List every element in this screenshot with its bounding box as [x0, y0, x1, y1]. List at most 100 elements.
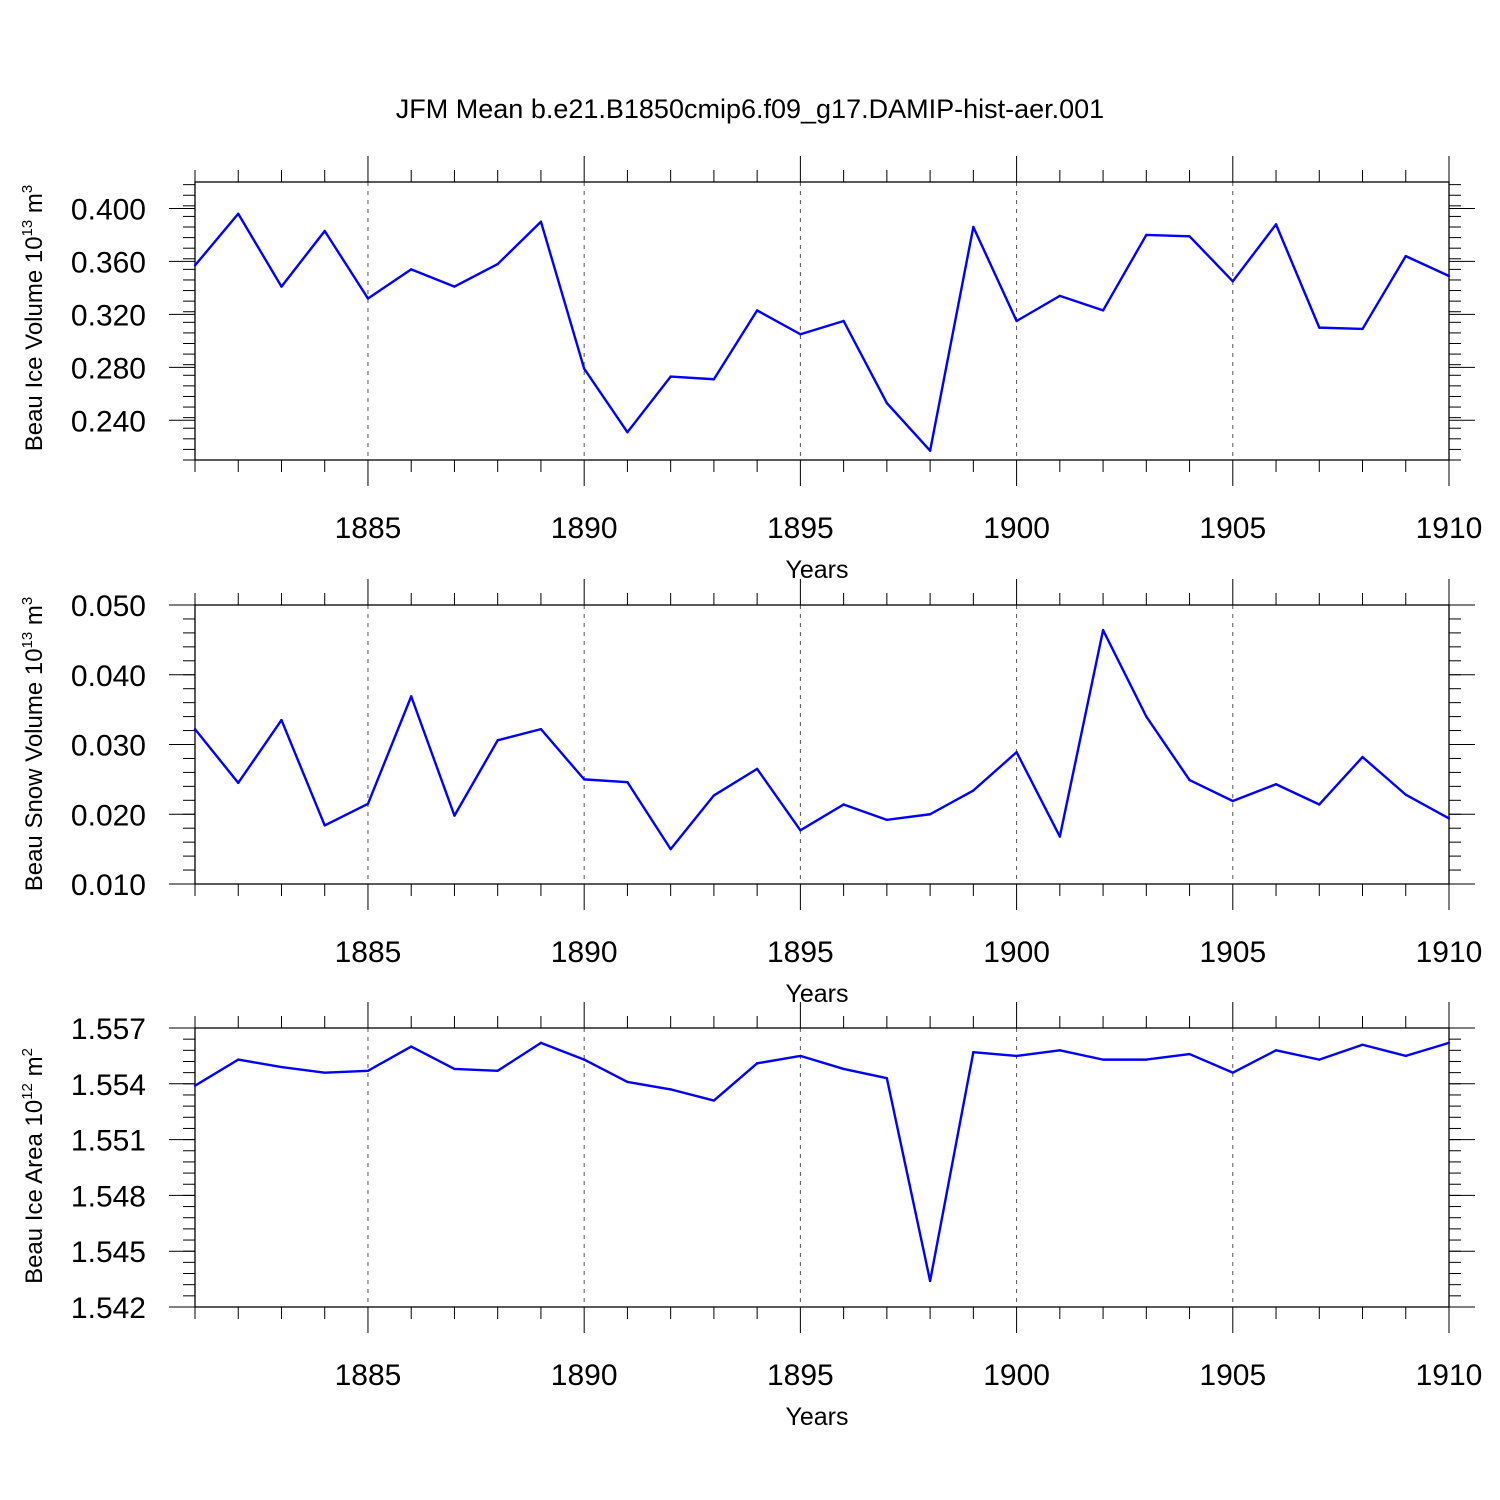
y-tick-label: 0.280	[71, 352, 146, 385]
data-point-ice-area-1889	[539, 1041, 543, 1045]
y-tick-label: 0.320	[71, 299, 146, 332]
data-point-snow-volume-1905	[1231, 799, 1234, 803]
y-axis-label-superscript: 13	[19, 220, 36, 237]
data-point-ice-volume-1895	[799, 333, 802, 336]
y-tick-label: 0.400	[71, 193, 146, 226]
data-point-ice-area-1891	[626, 1080, 629, 1084]
data-point-snow-volume-1906	[1274, 783, 1278, 786]
data-point-ice-area-1885	[366, 1069, 370, 1072]
data-point-ice-area-1886	[410, 1045, 413, 1048]
y-axis-label-superscript: 3	[19, 185, 36, 193]
data-point-snow-volume-1898	[928, 813, 932, 816]
y-axis-label-superscript: 3	[19, 597, 36, 605]
data-point-snow-volume-1896	[842, 803, 845, 806]
x-tick-label: 1910	[1416, 936, 1483, 969]
y-axis-label-superscript: 13	[19, 632, 36, 649]
data-point-ice-area-1881	[193, 1084, 197, 1087]
data-point-ice-area-1898	[928, 1279, 932, 1283]
data-point-snow-volume-1907	[1318, 803, 1321, 806]
data-point-snow-volume-1897	[885, 818, 889, 822]
y-tick-label: 0.040	[71, 660, 146, 693]
data-point-ice-volume-1892	[669, 375, 672, 378]
data-point-ice-volume-1896	[842, 319, 845, 323]
y-tick-label: 0.240	[71, 405, 146, 438]
data-point-snow-volume-1889	[539, 727, 543, 731]
y-axis-label-text: m	[21, 605, 48, 632]
series-line-ice-volume	[194, 212, 1450, 452]
data-point-snow-volume-1881	[193, 727, 197, 731]
chart-title: JFM Mean b.e21.B1850cmip6.f09_g17.DAMIP-…	[396, 94, 1104, 124]
y-tick-label: 1.554	[71, 1069, 146, 1102]
x-tick-label: 1890	[551, 512, 618, 545]
data-point-ice-area-1895	[799, 1054, 802, 1058]
data-point-ice-volume-1894	[755, 309, 759, 312]
data-point-ice-area-1901	[1058, 1049, 1062, 1052]
y-axis-label-text: m	[21, 1056, 48, 1083]
data-point-snow-volume-1902	[1101, 628, 1105, 632]
data-point-ice-area-1902	[1101, 1058, 1105, 1061]
y-tick-label: 0.050	[71, 590, 146, 623]
data-point-ice-area-1884	[323, 1071, 326, 1074]
x-tick-label: 1895	[767, 936, 834, 969]
data-point-ice-volume-1886	[410, 268, 413, 271]
x-axis-label: Years	[785, 980, 848, 1008]
x-tick-label: 1910	[1416, 1359, 1483, 1392]
y-axis-label-superscript: 2	[19, 1048, 36, 1056]
data-point-ice-volume-1900	[1015, 319, 1018, 323]
data-point-snow-volume-1892	[669, 847, 672, 851]
data-point-snow-volume-1895	[799, 829, 802, 832]
data-point-ice-area-1905	[1231, 1071, 1234, 1074]
y-axis-label-text: m	[21, 193, 48, 220]
y-axis-label-superscript: 12	[19, 1083, 36, 1100]
data-point-ice-volume-1903	[1145, 233, 1148, 237]
data-point-snow-volume-1904	[1188, 778, 1191, 782]
data-point-ice-area-1908	[1361, 1043, 1364, 1046]
data-point-ice-area-1890	[582, 1058, 586, 1061]
data-point-ice-volume-1884	[323, 229, 326, 233]
y-tick-label: 1.545	[71, 1236, 146, 1269]
data-point-ice-area-1893	[712, 1099, 716, 1102]
x-tick-label: 1910	[1416, 512, 1483, 545]
data-point-snow-volume-1894	[755, 767, 759, 771]
y-tick-label: 1.542	[71, 1292, 146, 1325]
data-point-ice-volume-1910	[1447, 274, 1451, 278]
y-tick-label: 0.360	[71, 246, 146, 279]
x-tick-label: 1895	[767, 512, 834, 545]
data-point-ice-volume-1889	[539, 220, 543, 223]
data-point-ice-volume-1881	[193, 264, 197, 267]
data-point-ice-area-1894	[755, 1062, 759, 1065]
data-point-ice-area-1906	[1274, 1049, 1278, 1052]
series-line-ice-area	[194, 1041, 1450, 1283]
data-point-ice-volume-1898	[928, 449, 932, 452]
data-point-snow-volume-1893	[712, 794, 716, 797]
data-point-snow-volume-1884	[323, 824, 326, 827]
y-tick-label: 1.548	[71, 1180, 146, 1213]
plot-frame	[194, 604, 1450, 885]
data-point-ice-volume-1891	[626, 431, 629, 434]
data-point-snow-volume-1909	[1404, 793, 1407, 796]
data-point-ice-volume-1906	[1274, 223, 1278, 226]
data-point-snow-volume-1890	[582, 778, 586, 781]
data-point-ice-area-1910	[1447, 1041, 1451, 1045]
x-tick-label: 1890	[551, 936, 618, 969]
x-tick-label: 1885	[335, 1359, 402, 1392]
data-point-ice-area-1883	[280, 1065, 283, 1069]
x-tick-label: 1885	[335, 512, 402, 545]
y-axis-label: Beau Ice Volume 1013 m3	[19, 185, 48, 452]
data-point-snow-volume-1910	[1447, 817, 1451, 820]
y-tick-label: 0.030	[71, 730, 146, 763]
data-point-snow-volume-1887	[453, 814, 456, 817]
data-point-ice-volume-1907	[1318, 326, 1321, 329]
x-tick-label: 1905	[1199, 1359, 1266, 1392]
data-point-ice-area-1903	[1145, 1058, 1148, 1061]
data-point-ice-area-1896	[842, 1067, 845, 1071]
data-point-ice-area-1888	[496, 1069, 499, 1072]
data-point-ice-area-1900	[1015, 1054, 1018, 1058]
data-point-ice-area-1897	[885, 1077, 889, 1080]
plot-frame	[194, 1027, 1450, 1308]
data-point-ice-volume-1899	[972, 225, 975, 229]
series-line-snow-volume	[194, 628, 1450, 851]
data-point-snow-volume-1891	[626, 780, 629, 784]
